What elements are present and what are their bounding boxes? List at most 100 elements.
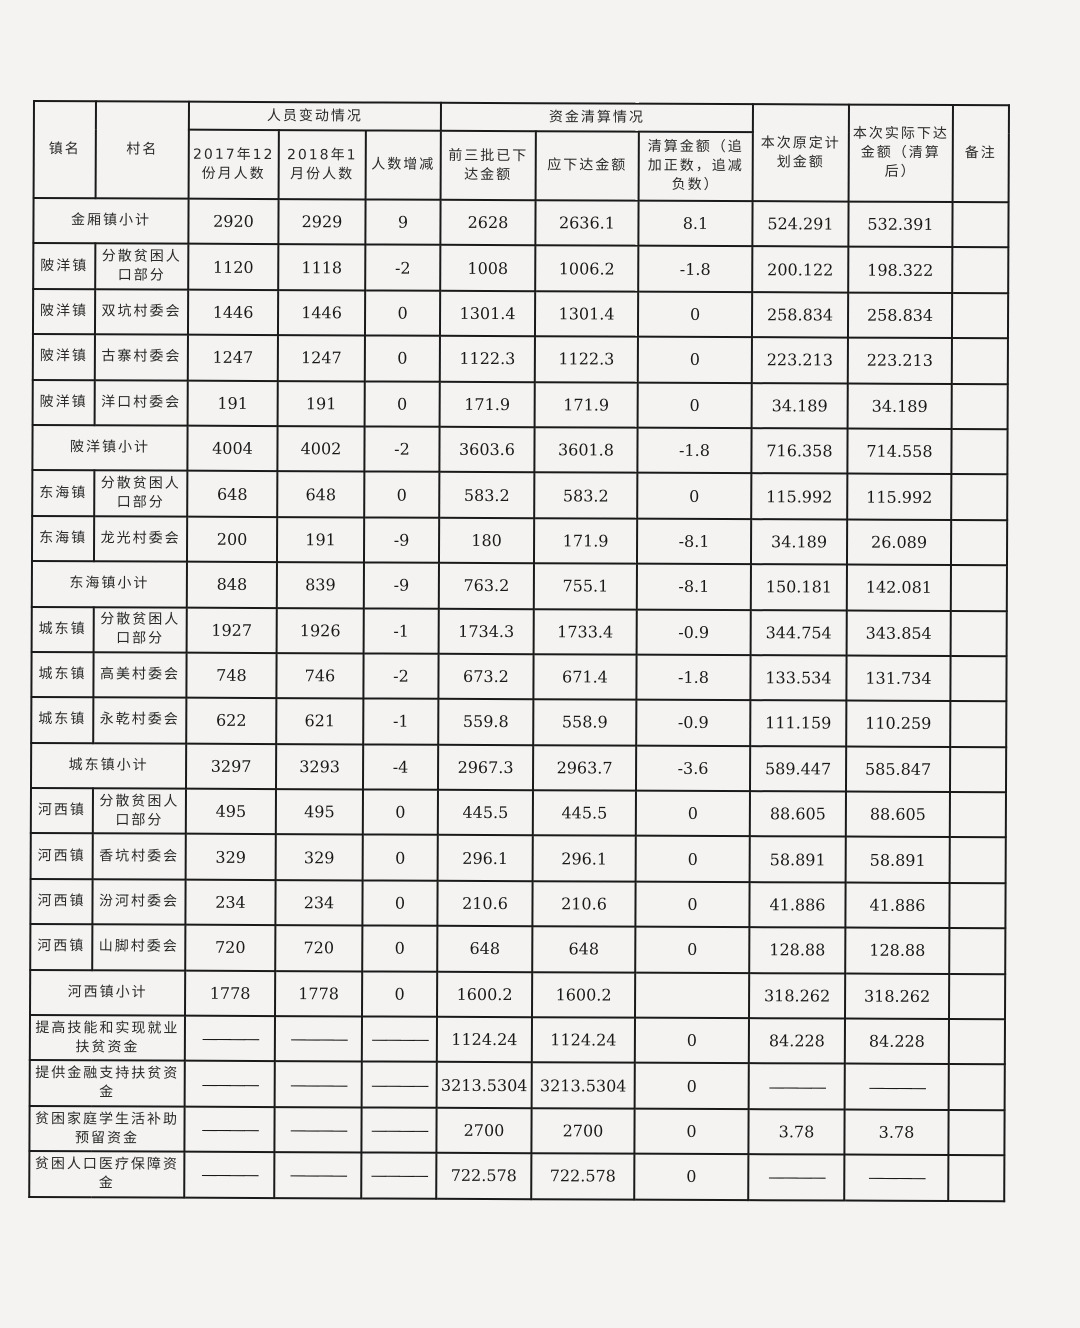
value-cell: 9 bbox=[365, 199, 441, 246]
header-first-three: 前三批已下达金额 bbox=[440, 130, 536, 201]
value-cell: 748 bbox=[186, 652, 277, 699]
value-cell: 329 bbox=[275, 834, 363, 881]
value-cell: 234 bbox=[275, 879, 363, 926]
value-cell: 210.6 bbox=[437, 880, 533, 927]
value-cell: ———— bbox=[361, 1061, 437, 1108]
value-cell: 2636.1 bbox=[535, 200, 639, 247]
value-cell: 1600.2 bbox=[437, 971, 533, 1018]
value-cell: 714.558 bbox=[847, 428, 952, 475]
value-cell: 1778 bbox=[185, 970, 276, 1017]
value-cell: 755.1 bbox=[533, 563, 637, 610]
value-cell: 0 bbox=[635, 881, 750, 928]
village-cell: 分散贫困人口部分 bbox=[93, 606, 187, 653]
value-cell bbox=[952, 202, 1009, 248]
table-row: 贫困家庭学生活补助预留资金 ———— ———— ———— 2700 2700 0 3.78 3.… bbox=[29, 1105, 1005, 1156]
town-cell: 陂洋镇 bbox=[32, 334, 95, 380]
value-cell: 296.1 bbox=[532, 835, 636, 882]
value-cell: 318.262 bbox=[844, 973, 950, 1020]
value-cell: 583.2 bbox=[534, 472, 638, 519]
header-jan-2018: 2018年1月份人数 bbox=[278, 130, 366, 200]
row-label: 陂洋镇小计 bbox=[32, 424, 188, 472]
value-cell bbox=[952, 247, 1009, 294]
header-personnel-group: 人员变动情况 bbox=[188, 101, 441, 131]
value-cell: 585.847 bbox=[845, 746, 951, 793]
value-cell: 622 bbox=[186, 697, 277, 744]
table-row: 陂洋镇 分散贫困人口部分 1120 1118 -2 1008 1006.2 -1.8 200.1… bbox=[33, 243, 1009, 294]
value-cell bbox=[951, 428, 1008, 475]
value-cell: 0 bbox=[362, 971, 438, 1017]
value-cell: 343.854 bbox=[846, 610, 951, 656]
value-cell bbox=[951, 292, 1009, 339]
value-cell: 648 bbox=[277, 471, 365, 518]
value-cell: 115.992 bbox=[847, 473, 952, 520]
value-cell: 1446 bbox=[187, 289, 279, 336]
village-cell: 汾河村委会 bbox=[92, 879, 186, 925]
value-cell bbox=[635, 972, 750, 1019]
value-cell: 495 bbox=[275, 789, 363, 835]
value-cell: ———— bbox=[748, 1154, 845, 1201]
value-cell: 0 bbox=[634, 1153, 749, 1200]
village-cell: 永乾村委会 bbox=[93, 697, 187, 744]
value-cell: 58.891 bbox=[845, 837, 950, 883]
town-cell: 陂洋镇 bbox=[32, 379, 95, 426]
value-cell: 0 bbox=[362, 925, 438, 972]
town-cell: 城东镇 bbox=[31, 697, 94, 743]
value-cell: 1247 bbox=[187, 334, 278, 381]
village-cell: 洋口村委会 bbox=[94, 379, 188, 426]
value-cell: 722.578 bbox=[531, 1153, 635, 1200]
value-cell: 318.262 bbox=[749, 972, 846, 1019]
value-cell: 648 bbox=[187, 471, 278, 517]
value-cell: 746 bbox=[276, 652, 364, 699]
value-cell: -1 bbox=[363, 698, 439, 745]
value-cell: 4004 bbox=[187, 425, 278, 472]
value-cell: 671.4 bbox=[533, 654, 637, 700]
value-cell: 84.228 bbox=[748, 1018, 845, 1064]
value-cell: 171.9 bbox=[534, 381, 638, 428]
header-dec-2017: 2017年12份月人数 bbox=[188, 129, 279, 200]
table-row: 陂洋镇小计 4004 4002 -2 3603.6 3601.8 -1.8 716.358 71… bbox=[32, 424, 1008, 475]
value-cell: -4 bbox=[362, 744, 439, 790]
town-cell: 河西镇 bbox=[30, 924, 93, 970]
value-cell: 171.9 bbox=[439, 381, 535, 428]
value-cell: 131.734 bbox=[846, 655, 951, 702]
value-cell: 648 bbox=[532, 926, 636, 973]
value-cell: 0 bbox=[364, 471, 440, 518]
town-cell: 河西镇 bbox=[30, 788, 93, 834]
value-cell: 0 bbox=[364, 381, 440, 427]
value-cell: 200.122 bbox=[752, 246, 849, 293]
table-row: 贫困人口医疗保障资金 ———— ———— ———— 722.578 722.578 0 ———… bbox=[29, 1151, 1005, 1201]
value-cell: ———— bbox=[274, 1016, 363, 1062]
value-cell: 210.6 bbox=[532, 881, 636, 927]
value-cell bbox=[948, 1155, 1005, 1201]
value-cell: ———— bbox=[274, 1061, 362, 1108]
value-cell: 26.089 bbox=[846, 519, 952, 566]
value-cell: 1124.24 bbox=[436, 1016, 533, 1063]
header-should-issue: 应下达金额 bbox=[535, 131, 639, 201]
value-cell: 1733.4 bbox=[533, 608, 637, 655]
value-cell: 648 bbox=[437, 926, 533, 972]
value-cell: 128.88 bbox=[749, 927, 846, 974]
town-cell: 东海镇 bbox=[31, 515, 95, 562]
town-cell: 陂洋镇 bbox=[32, 288, 96, 335]
value-cell: 198.322 bbox=[848, 246, 953, 293]
value-cell: 716.358 bbox=[751, 428, 848, 474]
value-cell bbox=[950, 565, 1007, 611]
village-cell: 双坑村委会 bbox=[94, 289, 189, 335]
village-cell: 龙光村委会 bbox=[93, 516, 188, 562]
value-cell: 559.8 bbox=[438, 699, 534, 745]
value-cell: 191 bbox=[277, 380, 365, 427]
value-cell: 589.447 bbox=[749, 745, 847, 792]
value-cell: ———— bbox=[274, 1106, 362, 1153]
header-change: 人数增减 bbox=[365, 130, 441, 200]
value-cell: 234 bbox=[185, 879, 276, 926]
value-cell: 0 bbox=[637, 291, 753, 338]
table-row: 陂洋镇 古寨村委会 1247 1247 0 1122.3 1122.3 0 223.213 223… bbox=[32, 334, 1008, 384]
value-cell: 84.228 bbox=[844, 1018, 949, 1065]
value-cell: 1122.3 bbox=[534, 336, 638, 383]
village-cell: 古寨村委会 bbox=[94, 334, 188, 381]
value-cell: 3.78 bbox=[844, 1109, 949, 1156]
value-cell: -9 bbox=[363, 562, 439, 609]
table-row: 金厢镇小计 2920 2929 9 2628 2636.1 8.1 524.291 532.39… bbox=[33, 198, 1009, 248]
value-cell: 445.5 bbox=[532, 790, 636, 837]
value-cell: 344.754 bbox=[750, 609, 847, 656]
